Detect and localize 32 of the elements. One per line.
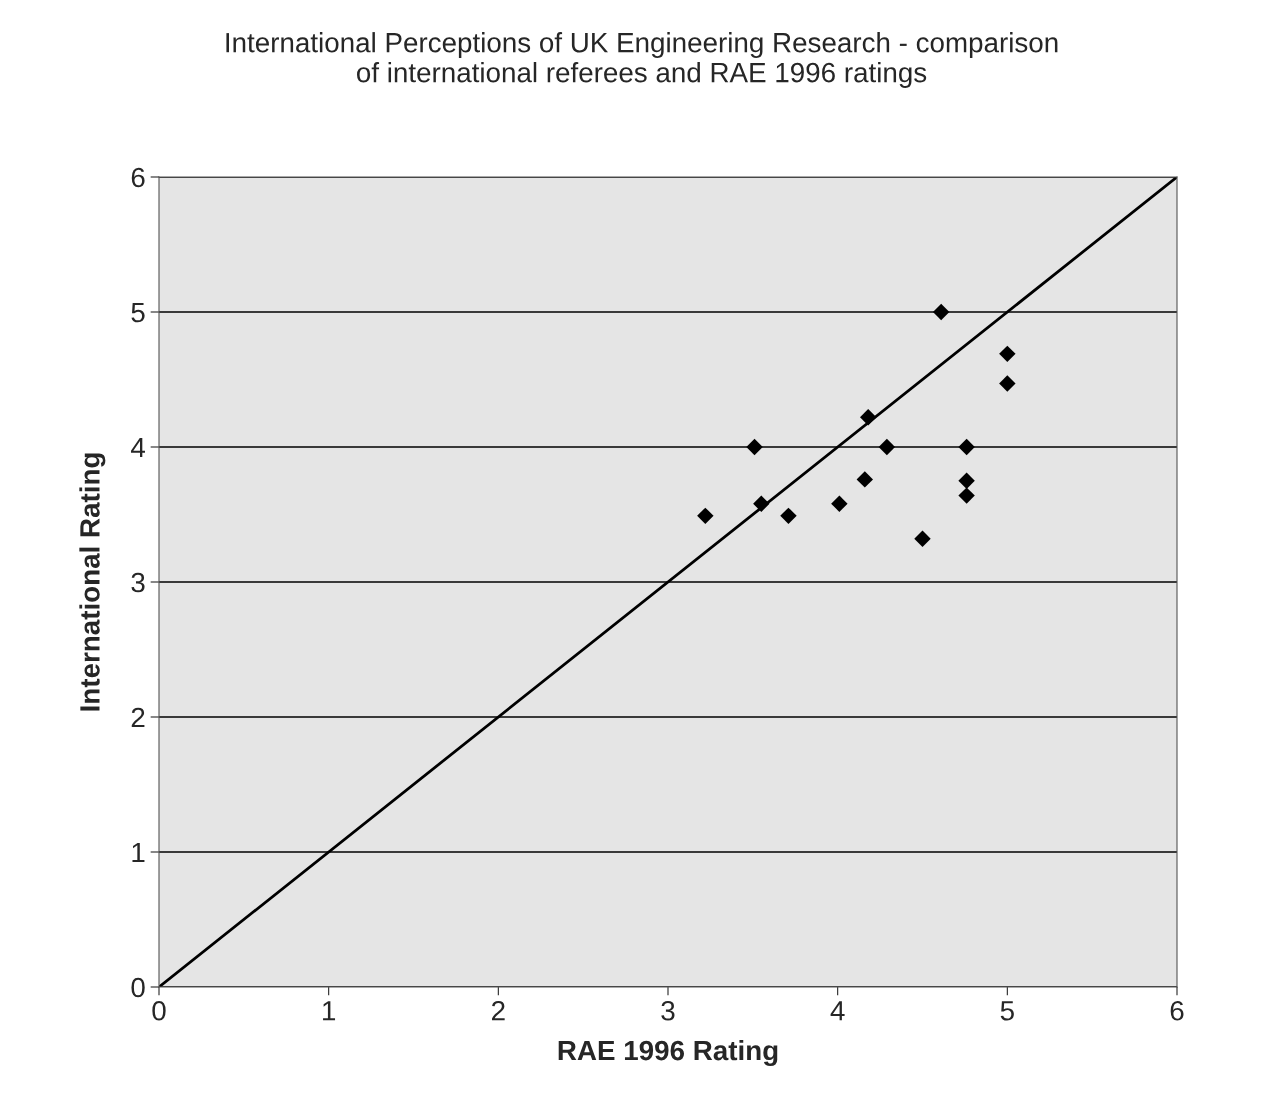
x-tick-label: 2: [492, 1000, 505, 1021]
point: [831, 495, 848, 512]
point: [878, 438, 896, 456]
x-tick-label: 4: [830, 1001, 845, 1021]
y-tick-label: 0: [131, 977, 145, 998]
x-tick-label: 5: [1000, 1001, 1014, 1021]
point: [999, 345, 1016, 363]
y-axis-title: International Rating: [79, 453, 106, 711]
point: [780, 507, 797, 525]
y-tick-label: 5: [131, 302, 145, 323]
point: [999, 375, 1016, 392]
x-tick-label: 6: [1170, 1000, 1184, 1021]
y-tick-label: 6: [131, 167, 145, 188]
y-tick-label: 1: [132, 842, 145, 863]
point: [746, 438, 763, 456]
point: [958, 438, 975, 456]
y-tick-label: 3: [131, 572, 145, 593]
point: [958, 487, 975, 504]
x-tick-label: 1: [323, 1001, 336, 1021]
point: [932, 303, 950, 321]
point: [859, 409, 877, 426]
x-tick-label: 3: [661, 1000, 675, 1021]
x-axis-title: RAE 1996 Rating: [558, 1039, 778, 1066]
point: [753, 495, 770, 512]
y-tick-label: 4: [131, 437, 145, 458]
point: [856, 471, 874, 488]
point: [914, 530, 931, 548]
point: [958, 472, 975, 489]
x-tick-label: 0: [152, 1000, 166, 1021]
y-tick-label: 2: [131, 707, 145, 728]
point: [697, 507, 714, 525]
chart-title: International Perceptions of UK Engineering Research - comparison of international referees and RAE 1996 ratings: [226, 32, 1058, 88]
